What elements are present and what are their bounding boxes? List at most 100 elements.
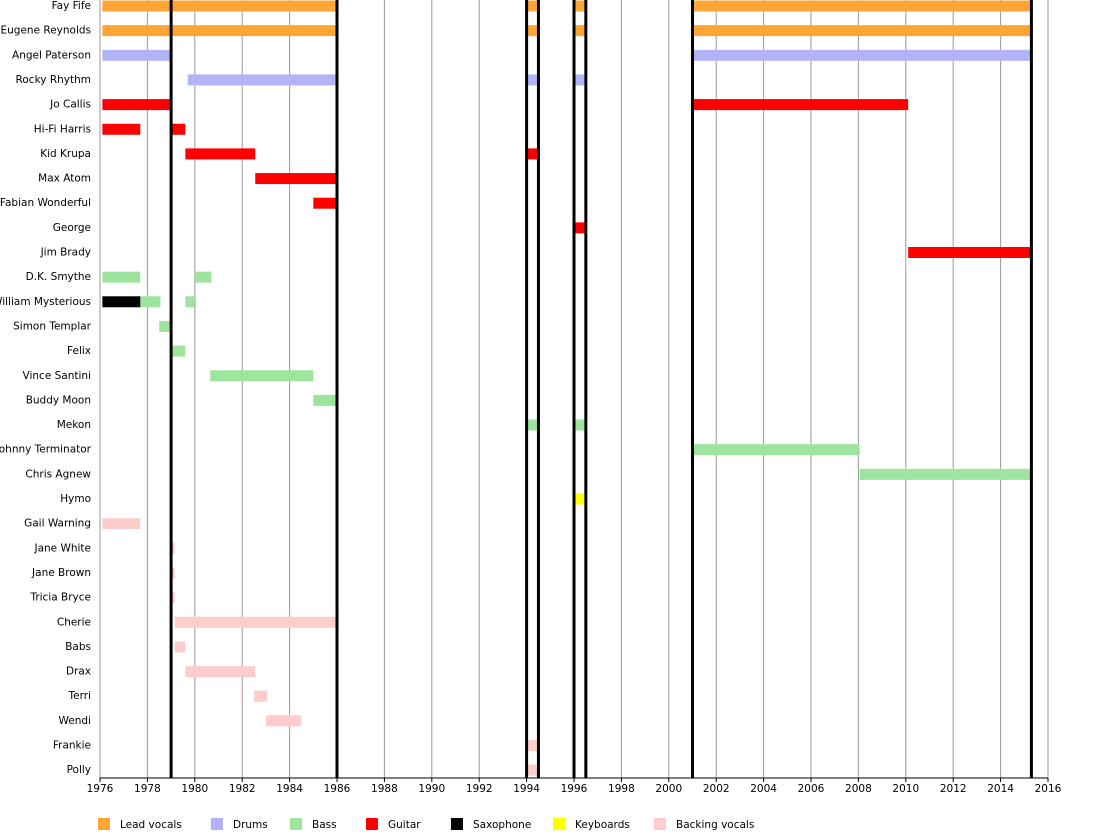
bar <box>255 173 337 185</box>
bar <box>185 148 256 160</box>
member-label: D.K. Smythe <box>26 271 91 283</box>
legend-label: Lead vocals <box>120 819 182 831</box>
member-label: Buddy Moon <box>26 394 91 406</box>
bar <box>908 247 1032 258</box>
member-label: Wendi <box>59 715 91 727</box>
x-tick-label: 2012 <box>940 783 967 795</box>
member-label: Hymo <box>60 493 91 505</box>
x-tick-label: 1986 <box>324 783 351 795</box>
bar <box>102 296 141 308</box>
x-tick-label: 1988 <box>371 783 398 795</box>
bar <box>102 518 141 530</box>
x-tick-label: 1998 <box>608 783 635 795</box>
member-label: Max Atom <box>38 173 91 185</box>
x-tick-label: 1976 <box>87 783 114 795</box>
bar <box>574 0 586 12</box>
x-tick-label: 2016 <box>1035 783 1062 795</box>
legend-label: Guitar <box>388 819 421 831</box>
bar <box>692 99 909 111</box>
bar <box>171 592 175 604</box>
bar <box>526 74 539 86</box>
member-label: Jane White <box>33 542 91 554</box>
legend-label: Keyboards <box>575 819 630 831</box>
bar <box>692 444 860 456</box>
member-label: Fay Fife <box>52 0 91 12</box>
member-label: Kid Krupa <box>40 148 91 160</box>
bar <box>526 764 539 776</box>
bar <box>210 370 314 382</box>
bar <box>187 74 337 86</box>
member-label: Hi-Fi Harris <box>34 123 91 135</box>
member-label: Johnny Terminator <box>0 444 92 456</box>
x-tick-label: 1992 <box>466 783 493 795</box>
bar <box>526 148 539 160</box>
member-label: Frankie <box>53 740 91 752</box>
x-tick-label: 1978 <box>134 783 161 795</box>
bar <box>574 74 586 86</box>
bar <box>185 666 256 678</box>
bar <box>859 468 1032 480</box>
x-tick-label: 2002 <box>703 783 730 795</box>
bar <box>254 690 268 702</box>
bar <box>102 25 338 37</box>
legend-swatch <box>98 818 110 830</box>
x-tick-label: 1980 <box>181 783 208 795</box>
member-label: Jane Brown <box>31 567 91 579</box>
x-tick-label: 2014 <box>987 783 1014 795</box>
bar <box>102 0 338 12</box>
member-label: Tricia Bryce <box>29 592 91 604</box>
member-label: Terri <box>68 690 91 702</box>
member-label: Rocky Rhythm <box>16 74 91 86</box>
member-label: Jim Brady <box>40 247 91 259</box>
bar <box>692 49 1032 61</box>
bar <box>692 0 1032 12</box>
member-label: Polly <box>67 764 91 776</box>
bar <box>574 25 586 37</box>
member-label: Angel Paterson <box>12 49 91 61</box>
x-tick-label: 1996 <box>561 783 588 795</box>
member-label: Mekon <box>57 419 91 431</box>
bar <box>526 25 539 37</box>
bar <box>692 25 1032 37</box>
legend-label: Drums <box>233 819 268 831</box>
member-label: Babs <box>65 641 91 653</box>
x-tick-label: 1990 <box>418 783 445 795</box>
member-label: Cherie <box>57 616 91 628</box>
bar <box>102 271 141 283</box>
member-label: Simon Templar <box>13 320 92 332</box>
bar <box>171 123 186 135</box>
legend-swatch <box>290 818 302 830</box>
bar <box>171 542 175 554</box>
bar <box>140 296 161 308</box>
member-label: George <box>53 222 91 234</box>
member-label: Jo Callis <box>49 99 91 111</box>
bar <box>185 296 196 308</box>
bar <box>174 641 186 653</box>
member-label: Vince Santini <box>23 370 91 382</box>
legend-label: Backing vocals <box>676 819 754 831</box>
x-tick-label: 2006 <box>798 783 825 795</box>
bar <box>526 419 539 431</box>
x-tick-label: 1984 <box>276 783 303 795</box>
member-label: Fabian Wonderful <box>0 197 91 209</box>
bar <box>526 740 539 751</box>
legend-swatch <box>211 818 223 830</box>
x-tick-label: 1994 <box>513 783 540 795</box>
x-tick-label: 2008 <box>845 783 872 795</box>
bar <box>174 616 337 628</box>
x-tick-label: 2004 <box>750 783 777 795</box>
bar <box>313 394 337 406</box>
bar <box>574 419 586 431</box>
bar <box>172 345 186 357</box>
x-tick-label: 2000 <box>655 783 682 795</box>
bar <box>265 715 302 727</box>
member-label: Felix <box>67 345 91 357</box>
legend-swatch <box>366 818 378 830</box>
member-label: Drax <box>66 666 91 678</box>
member-label: Eugene Reynolds <box>1 25 92 37</box>
bar <box>102 99 172 111</box>
legend-swatch <box>451 818 463 830</box>
bar <box>102 123 141 135</box>
